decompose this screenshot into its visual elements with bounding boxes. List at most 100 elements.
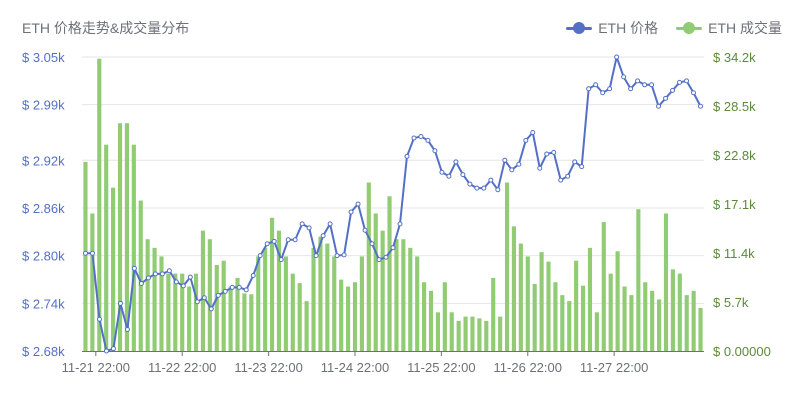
legend-bar-icon [676,21,703,35]
x-tick-label: 11-24 22:00 [321,360,389,375]
price-point [124,327,130,333]
volume-bar [207,239,212,351]
price-point [334,253,340,259]
price-point [516,161,522,167]
legend-item-price[interactable]: ETH 价格 [566,18,658,38]
price-point [327,221,333,227]
volume-bar [587,247,593,351]
volume-bar [691,290,696,351]
volume-bar [297,283,302,351]
volume-bar [504,182,510,351]
price-point [460,172,466,178]
volume-bar [352,282,358,351]
price-point [565,173,571,179]
price-point [243,287,249,293]
price-point [306,225,312,231]
y-right-tick-label: $ 11.4k [713,246,755,261]
price-point [257,253,263,259]
price-point [187,274,193,280]
volume-bar [173,273,178,351]
price-point [586,86,592,92]
volume-bar [449,312,454,351]
volume-bar [677,273,682,351]
price-point [495,187,501,193]
price-point [355,201,361,207]
volume-bar [525,256,530,351]
price-point [194,299,200,305]
price-point [453,159,459,165]
volume-bar [325,243,330,351]
volume-bar [318,236,323,351]
y-left-tick-label: $ 2.74k [22,296,65,311]
price-point [264,241,270,247]
volume-bar [574,260,579,351]
legend-item-volume[interactable]: ETH 成交量 [676,18,782,38]
volume-bar [650,290,655,351]
price-point [649,82,655,88]
volume-bar [539,252,544,351]
price-point [474,185,480,191]
price-point [509,167,515,173]
price-point [530,129,536,135]
price-point [698,103,704,109]
price-point [677,79,683,85]
price-point [572,159,578,165]
volume-bar [422,282,427,351]
price-point [439,169,445,175]
volume-bar [401,239,406,351]
y-left-tick-label: $ 2.86k [22,201,65,216]
volume-bar [532,283,537,351]
volume-bar [553,282,558,351]
price-point [180,283,186,289]
volume-bar [249,294,254,351]
volume-bar [83,161,88,351]
volume-bar [346,286,351,351]
price-point [432,148,438,154]
volume-bar [214,265,219,351]
price-point [418,133,424,139]
price-point [236,284,242,290]
price-point [222,288,228,294]
x-tick-label: 11-23 22:00 [234,360,302,375]
price-point [341,252,347,258]
price-point [579,164,585,170]
price-point [285,237,291,243]
y-right-tick-label: $ 22.8k [713,148,756,163]
price-point [292,237,298,243]
price-point [411,135,417,141]
volume-bar [180,273,185,351]
volume-bar [663,213,669,351]
price-point [201,295,207,301]
volume-bar [435,312,440,351]
price-point [173,279,179,285]
volume-bar [484,320,489,351]
price-point [110,346,116,352]
volume-bar [394,239,399,351]
volume-bar [290,273,295,351]
volume-bar [104,144,109,351]
volume-bar [643,282,648,351]
price-point [404,153,410,159]
x-tick-label: 11-21 22:00 [62,360,130,375]
volume-bar [408,247,413,351]
volume-bar [304,301,309,351]
price-point [250,273,256,279]
price-point [215,292,221,298]
price-point [299,221,305,227]
volume-bar [698,308,703,351]
volume-bar [124,123,129,351]
volume-bar [131,144,136,351]
price-point [467,181,473,187]
price-point [145,275,151,281]
volume-bar [166,273,171,351]
y-right-tick-label: $ 0.00000 [713,344,771,359]
legend: ETH 价格 ETH 成交量 [566,18,782,38]
price-point [481,185,487,191]
price-point [488,177,494,183]
y-right-tick-label: $ 17.1k [713,197,756,212]
price-point [278,257,284,263]
price-point [159,271,165,277]
y-right-tick-label: $ 28.5k [713,99,756,114]
y-left-tick-label: $ 2.92k [22,153,65,168]
